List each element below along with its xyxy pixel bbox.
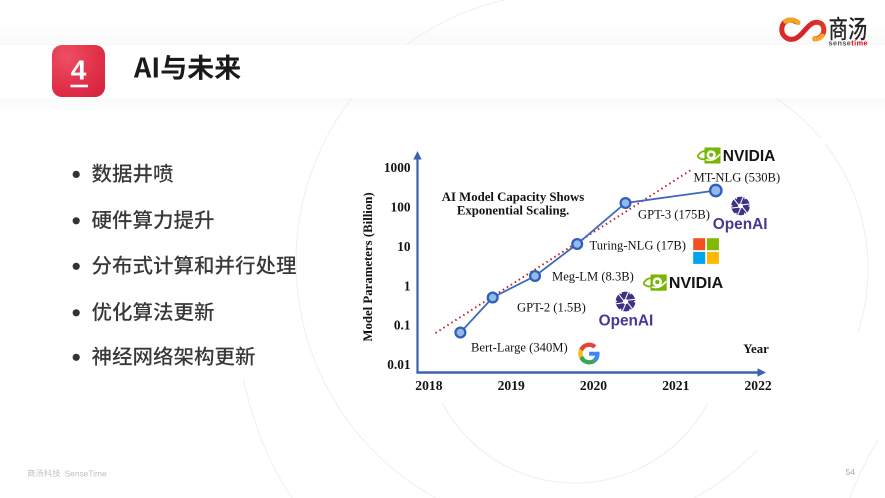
svg-text:0.1: 0.1 bbox=[394, 318, 411, 333]
svg-text:Exponential Scaling.: Exponential Scaling. bbox=[457, 204, 569, 218]
svg-text:Meg-LM (8.3B): Meg-LM (8.3B) bbox=[552, 270, 634, 284]
svg-text:MT-NLG (530B): MT-NLG (530B) bbox=[694, 171, 781, 185]
svg-text:GPT-3 (175B): GPT-3 (175B) bbox=[638, 208, 710, 222]
svg-text:sensetime: sensetime bbox=[829, 38, 868, 47]
svg-text:2020: 2020 bbox=[580, 378, 607, 393]
svg-text:2019: 2019 bbox=[498, 378, 525, 393]
svg-text:SenseTime: SenseTime bbox=[65, 468, 107, 478]
svg-text:NVIDIA: NVIDIA bbox=[669, 275, 724, 292]
svg-text:AI Model Capacity Shows: AI Model Capacity Shows bbox=[442, 190, 585, 204]
svg-text:1: 1 bbox=[404, 278, 411, 293]
svg-text:54: 54 bbox=[846, 467, 856, 477]
svg-text:NVIDIA: NVIDIA bbox=[723, 148, 776, 165]
svg-text:GPT-2 (1.5B): GPT-2 (1.5B) bbox=[517, 301, 586, 315]
svg-text:OpenAI: OpenAI bbox=[713, 216, 768, 233]
svg-text:0.01: 0.01 bbox=[387, 357, 410, 372]
svg-text:1000: 1000 bbox=[384, 160, 411, 175]
svg-text:2021: 2021 bbox=[662, 378, 689, 393]
svg-text:10: 10 bbox=[397, 239, 411, 254]
svg-text:Turing-NLG (17B): Turing-NLG (17B) bbox=[590, 239, 686, 253]
svg-text:OpenAI: OpenAI bbox=[599, 312, 654, 329]
svg-text:Bert-Large (340M): Bert-Large (340M) bbox=[471, 341, 568, 355]
svg-text:2018: 2018 bbox=[415, 378, 442, 393]
svg-text:100: 100 bbox=[391, 200, 411, 215]
svg-text:Model Parameters (Billion): Model Parameters (Billion) bbox=[361, 192, 375, 341]
svg-text:4: 4 bbox=[71, 55, 87, 86]
svg-text:Year: Year bbox=[743, 342, 769, 356]
svg-text:2022: 2022 bbox=[745, 378, 772, 393]
